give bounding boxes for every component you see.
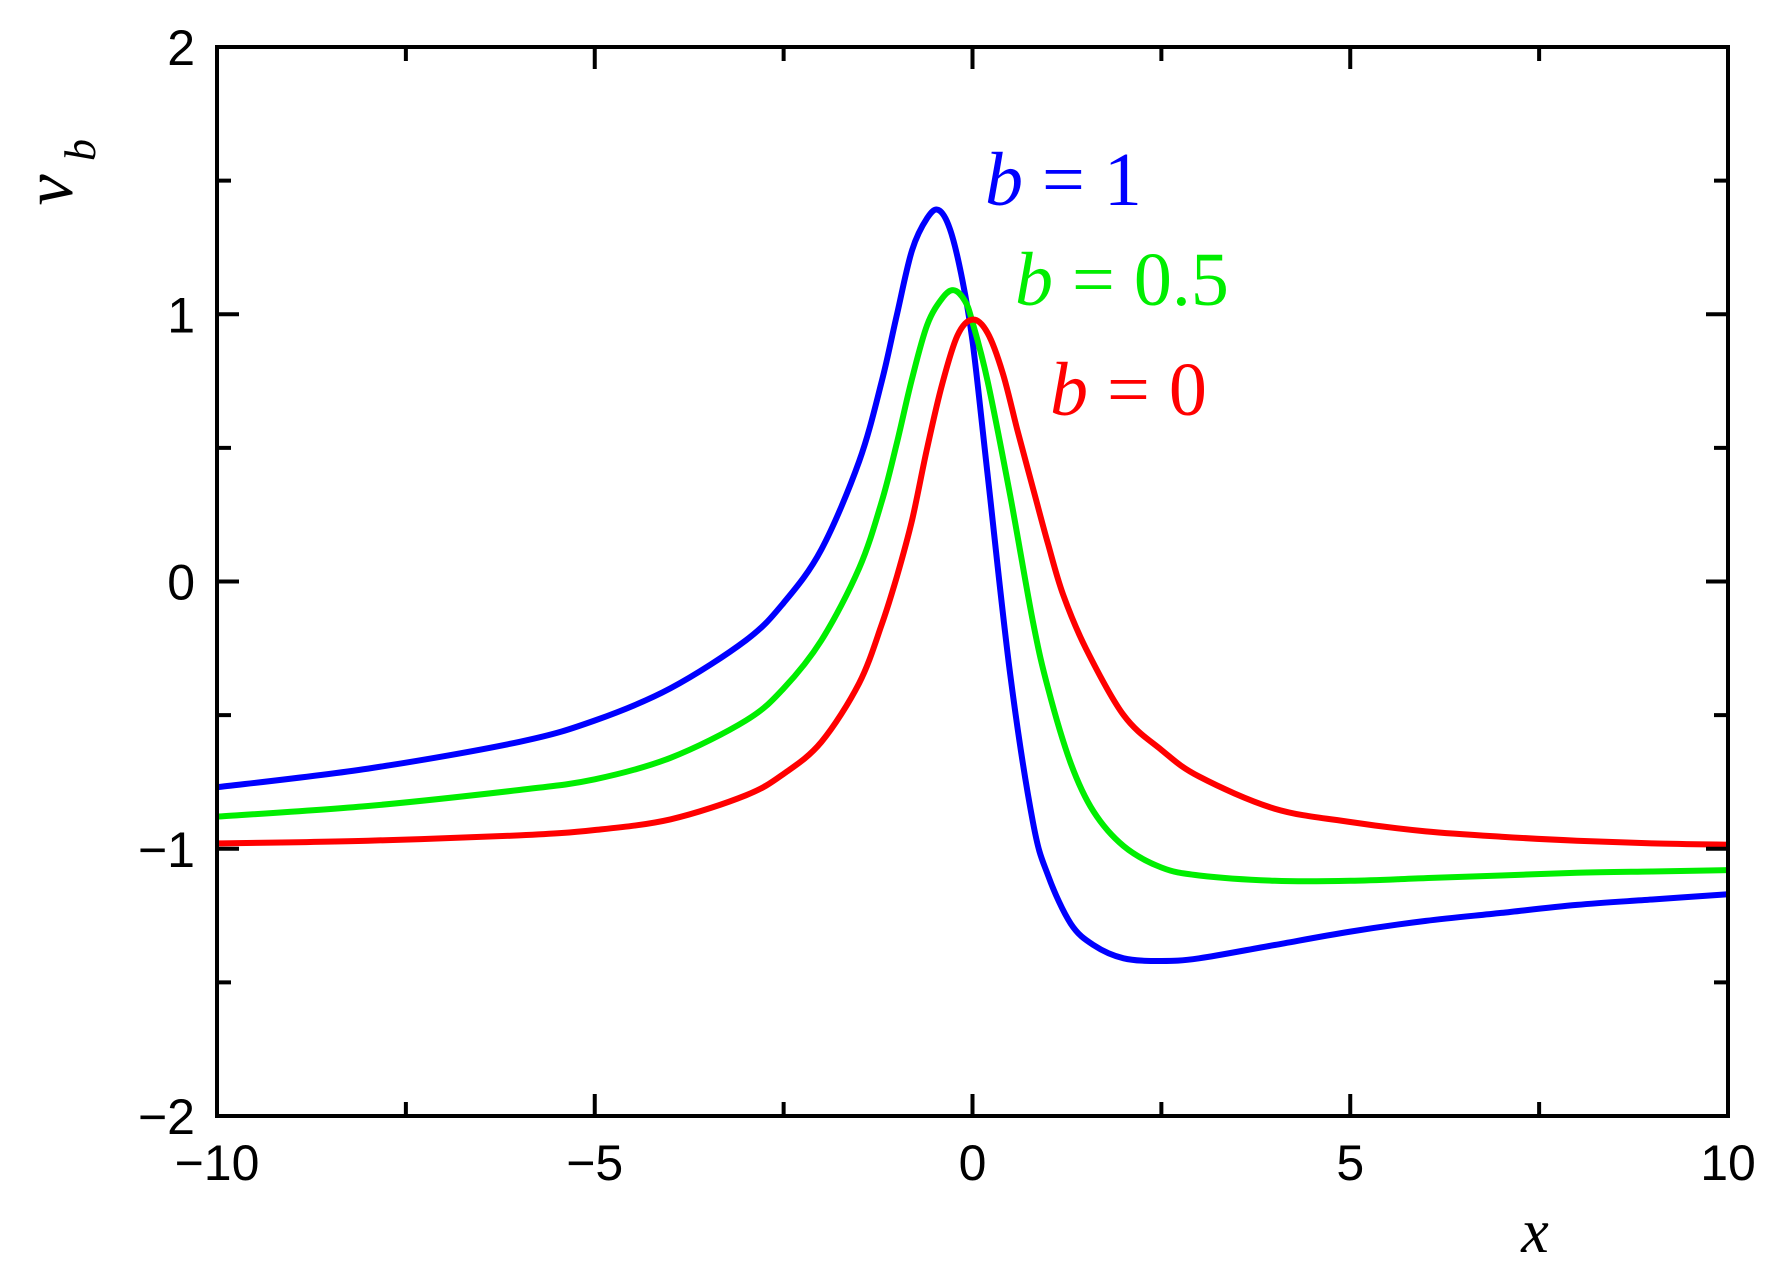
ticks bbox=[215, 45, 1730, 1118]
x-tick-label: 0 bbox=[959, 1135, 987, 1191]
y-tick-label: 2 bbox=[167, 20, 195, 76]
series-label-value: = 0.5 bbox=[1053, 238, 1229, 322]
y-tick-label: −2 bbox=[138, 1089, 195, 1145]
y-tick-label: 0 bbox=[167, 555, 195, 611]
series-label-var: b bbox=[1050, 348, 1088, 432]
series-label-value: = 1 bbox=[1023, 138, 1142, 222]
series-label-var: b bbox=[985, 138, 1023, 222]
x-tick-label: −5 bbox=[566, 1135, 623, 1191]
x-tick-label: 5 bbox=[1336, 1135, 1364, 1191]
curve-labels: b = 1 b = 0.5 b = 0 bbox=[985, 138, 1229, 432]
series-label-value: = 0 bbox=[1088, 348, 1207, 432]
x-tick-label: 10 bbox=[1700, 1135, 1756, 1191]
series-label-b-0.5: b = 0.5 bbox=[1015, 238, 1229, 322]
y-axis-title: v b bbox=[11, 139, 105, 206]
y-axis-title-main: v bbox=[11, 174, 88, 206]
series-line-1 bbox=[216, 287, 1729, 885]
series-line-0 bbox=[216, 206, 1729, 964]
plot-frame bbox=[215, 45, 1730, 1118]
series-label-var: b bbox=[1015, 238, 1053, 322]
curves bbox=[216, 206, 1729, 964]
series-label-b-1: b = 1 bbox=[985, 138, 1142, 222]
y-tick-label: −1 bbox=[138, 822, 195, 878]
series-label-b-0: b = 0 bbox=[1050, 348, 1207, 432]
series-line-2 bbox=[216, 316, 1729, 848]
x-axis-title: x bbox=[1520, 1198, 1549, 1266]
x-tick-label: −10 bbox=[175, 1135, 260, 1191]
y-tick-label: 1 bbox=[167, 287, 195, 343]
y-axis-title-subscript: b bbox=[56, 139, 105, 161]
